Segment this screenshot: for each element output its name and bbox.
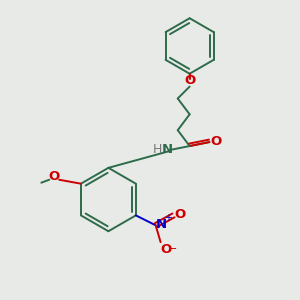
Text: O: O xyxy=(184,74,195,87)
Text: N: N xyxy=(156,218,167,231)
Text: −: − xyxy=(168,244,177,254)
Text: O: O xyxy=(49,170,60,183)
Text: H: H xyxy=(153,142,163,155)
Text: +: + xyxy=(164,213,172,224)
Text: O: O xyxy=(211,135,222,148)
Text: O: O xyxy=(160,243,171,256)
Text: O: O xyxy=(175,208,186,221)
Text: N: N xyxy=(161,142,172,155)
